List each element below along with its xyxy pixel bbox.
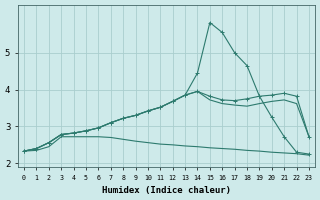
X-axis label: Humidex (Indice chaleur): Humidex (Indice chaleur) [102,186,231,195]
